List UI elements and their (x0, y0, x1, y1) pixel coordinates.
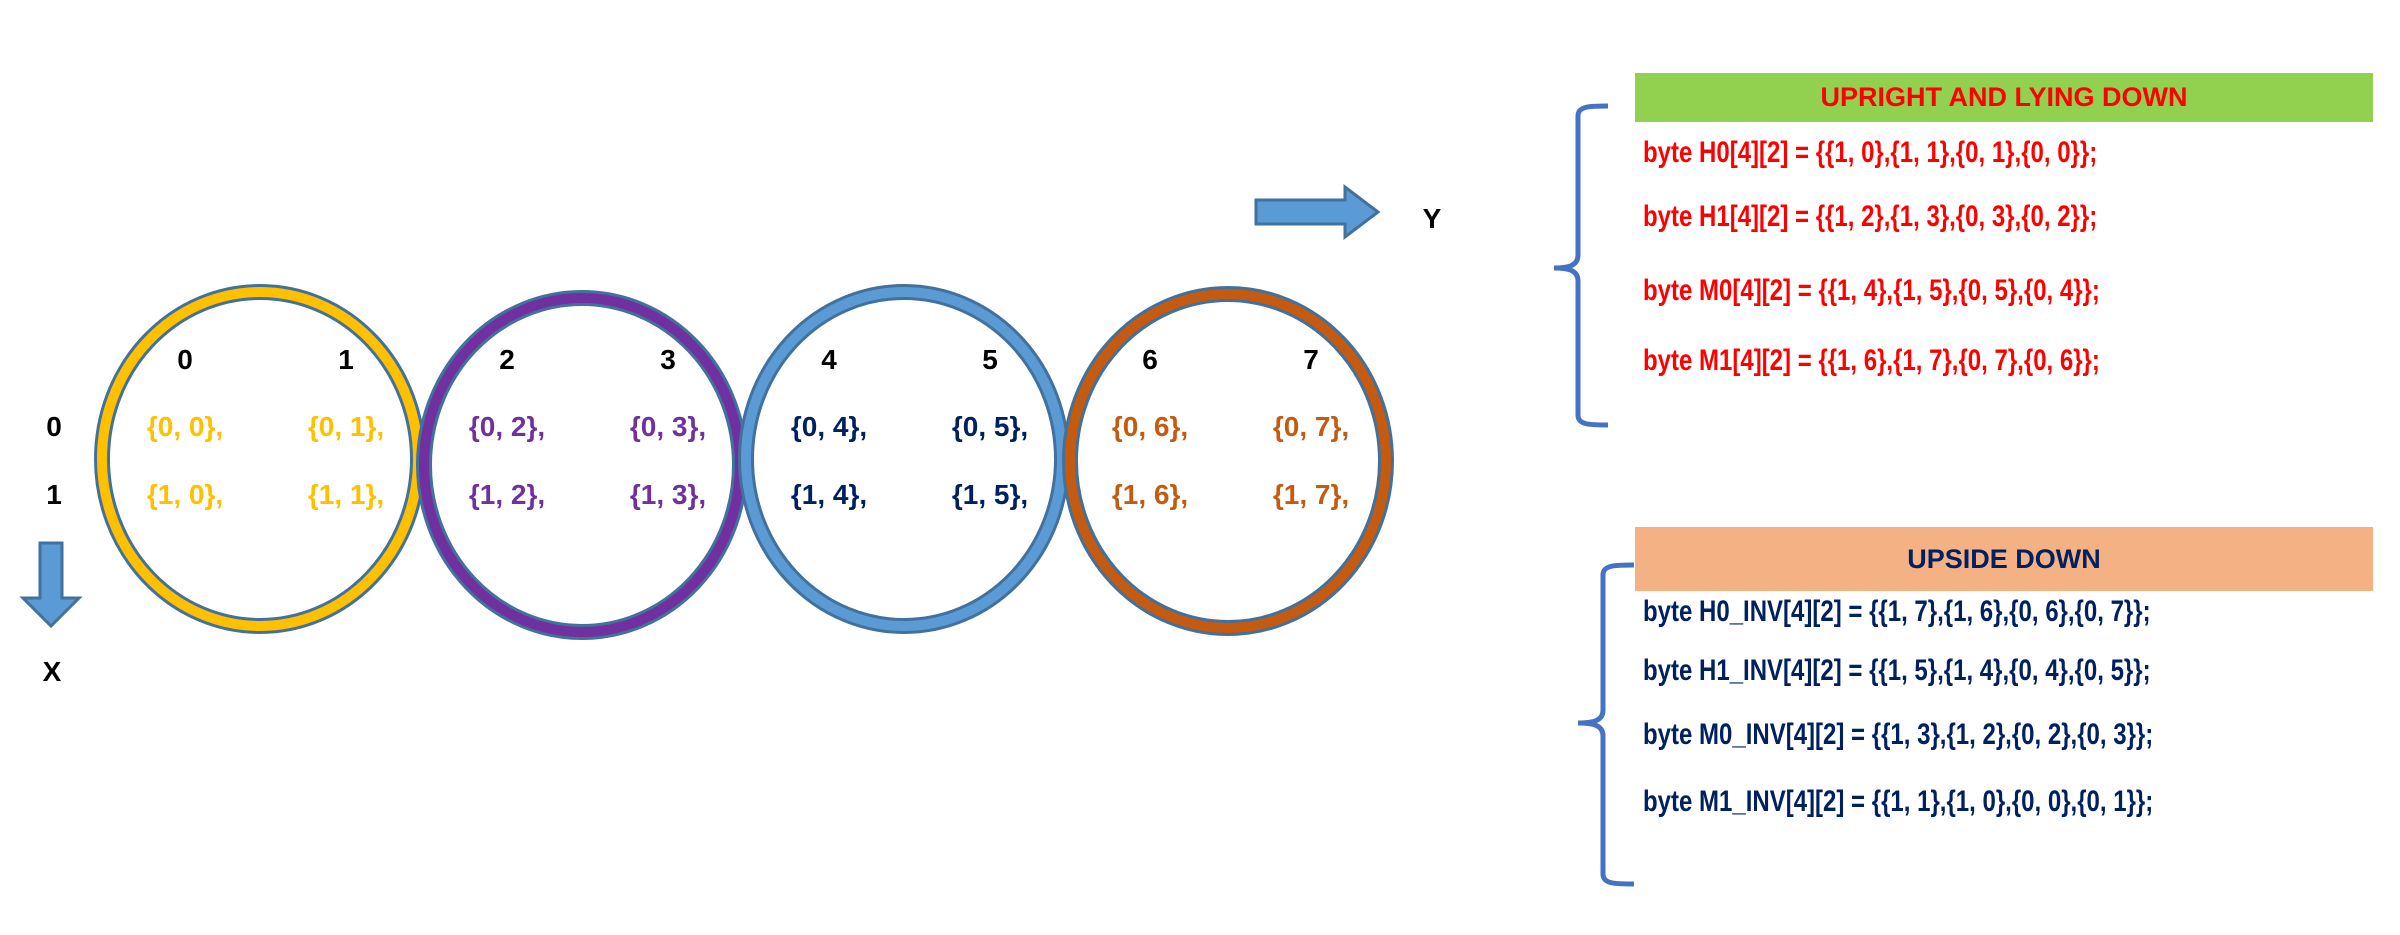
cell-coordinate: {1, 4}, (790, 479, 868, 510)
cell-coordinate: {1, 5}, (951, 479, 1029, 510)
cell-coordinate: {0, 5}, (951, 411, 1029, 442)
row-label: 0 (46, 411, 62, 442)
y-axis-label: Y (1422, 203, 1442, 234)
upright-code-line: byte M1[4][2] = {{1, 6},{1, 7},{0, 7},{0… (1643, 344, 2100, 377)
column-label: 0 (177, 344, 193, 375)
cell-coordinate: {1, 7}, (1272, 479, 1350, 510)
cell-coordinate: {0, 1}, (307, 411, 385, 442)
column-label: 5 (982, 344, 998, 375)
right-arrow-icon (1254, 183, 1381, 241)
column-label: 7 (1303, 344, 1319, 375)
cell-coordinate: {0, 3}, (629, 411, 707, 442)
cell-coordinate: {0, 6}, (1111, 411, 1189, 442)
cell-coordinate: {1, 0}, (146, 479, 224, 510)
cell-coordinate: {0, 2}, (468, 411, 546, 442)
brace-upright (1553, 103, 1609, 428)
upright-code-line: byte M0[4][2] = {{1, 4},{1, 5},{0, 5},{0… (1643, 274, 2100, 307)
upright-code-line: byte H1[4][2] = {{1, 2},{1, 3},{0, 3},{0… (1643, 200, 2098, 233)
cell-coordinate: {1, 3}, (629, 479, 707, 510)
cell-coordinate: {1, 6}, (1111, 479, 1189, 510)
upside-header: UPSIDE DOWN (1635, 527, 2373, 591)
column-label: 6 (1142, 344, 1158, 375)
column-label: 3 (660, 344, 676, 375)
cell-coordinate: {0, 0}, (146, 411, 224, 442)
upside-code-line: byte H1_INV[4][2] = {{1, 5},{1, 4},{0, 4… (1643, 654, 2151, 687)
down-arrow-icon (19, 541, 83, 629)
cell-coordinate: {0, 7}, (1272, 411, 1350, 442)
upright-header: UPRIGHT AND LYING DOWN (1635, 73, 2373, 122)
column-label: 4 (821, 344, 837, 375)
ring-group-3 (1065, 289, 1391, 633)
upside-code-line: byte M1_INV[4][2] = {{1, 1},{1, 0},{0, 0… (1643, 785, 2154, 818)
upright-code-line: byte H0[4][2] = {{1, 0},{1, 1},{0, 1},{0… (1643, 136, 2098, 169)
upside-code-line: byte M0_INV[4][2] = {{1, 3},{1, 2},{0, 2… (1643, 718, 2154, 751)
cell-coordinate: {0, 4}, (790, 411, 868, 442)
column-label: 1 (338, 344, 354, 375)
column-label: 2 (499, 344, 515, 375)
cell-coordinate: {1, 1}, (307, 479, 385, 510)
ring-group-2 (741, 287, 1067, 631)
cell-coordinate: {1, 2}, (468, 479, 546, 510)
x-axis-label: X (42, 656, 62, 687)
brace-upside (1577, 562, 1635, 887)
row-label: 1 (46, 479, 62, 510)
upside-code-line: byte H0_INV[4][2] = {{1, 7},{1, 6},{0, 6… (1643, 595, 2151, 628)
